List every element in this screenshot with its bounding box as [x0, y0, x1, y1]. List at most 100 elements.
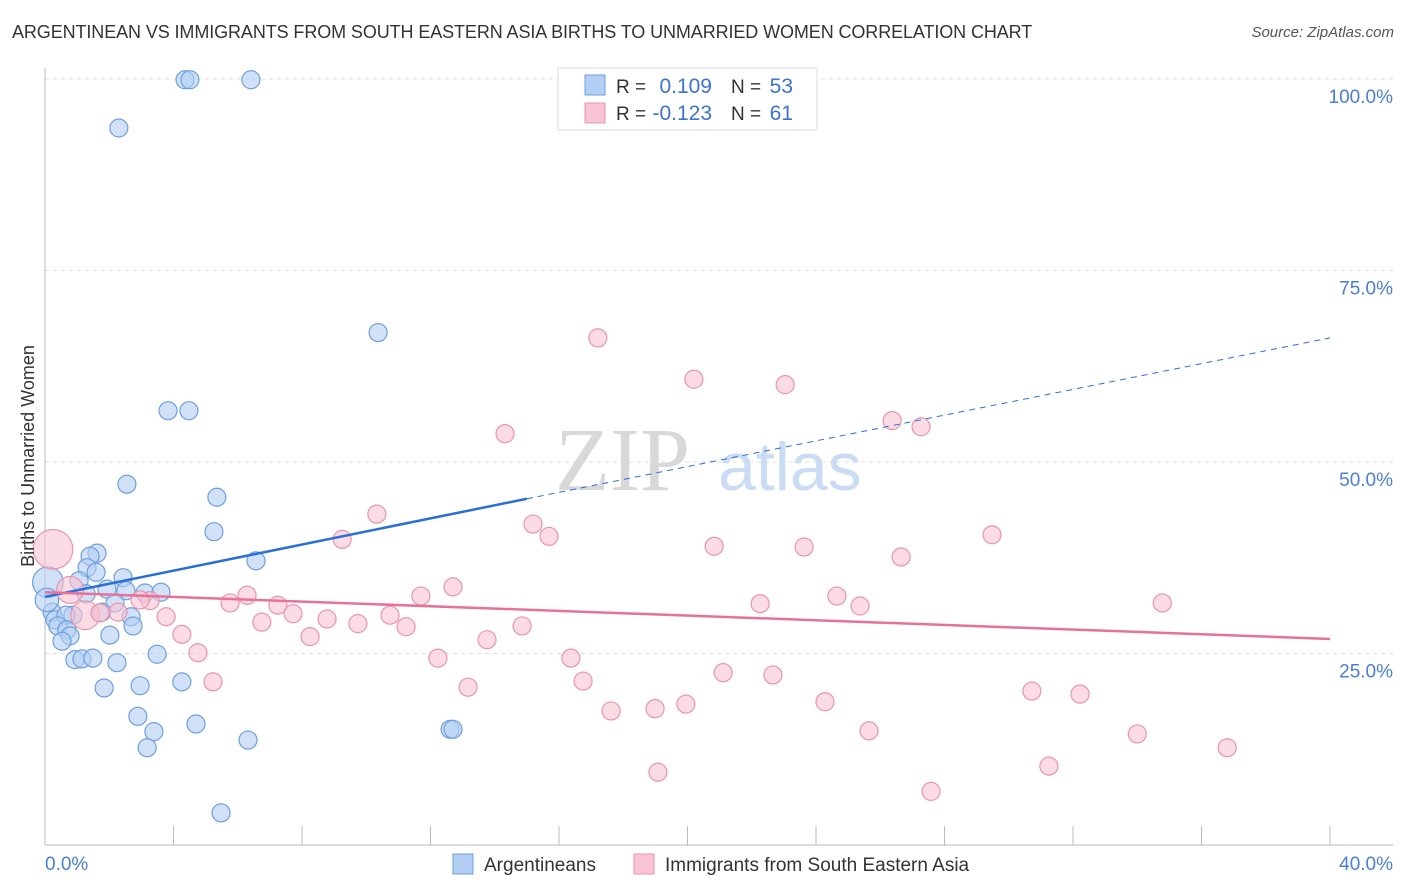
- blue-point: [52, 631, 72, 651]
- x-tick-label: 0.0%: [45, 854, 88, 875]
- pink-point: [156, 607, 176, 627]
- blue-point: [241, 70, 261, 90]
- chart-title: ARGENTINEAN VS IMMIGRANTS FROM SOUTH EAS…: [12, 22, 1033, 42]
- r-value: 0.109: [659, 75, 712, 98]
- pink-point: [130, 590, 150, 610]
- y-axis-label: Births to Unmarried Women: [18, 345, 38, 567]
- pink-point: [411, 586, 431, 606]
- r-label: R =: [616, 77, 646, 98]
- n-label: N =: [731, 104, 761, 125]
- pink-point: [921, 781, 941, 801]
- blue-point: [100, 625, 120, 645]
- pink-point: [573, 671, 593, 691]
- pink-point: [317, 609, 337, 629]
- legend-label-immigrants: Immigrants from South Eastern Asia: [665, 855, 970, 876]
- pink-point: [237, 585, 257, 605]
- legend-swatch-pink: [584, 102, 606, 124]
- blue-point: [83, 648, 103, 668]
- pink-point: [982, 525, 1002, 545]
- blue-trend-line: [526, 337, 1331, 500]
- pink-point: [495, 424, 515, 444]
- pink-point: [380, 605, 400, 625]
- pink-point: [645, 699, 665, 719]
- blue-point: [86, 562, 106, 582]
- blue-point: [158, 401, 178, 421]
- pink-point: [561, 648, 581, 668]
- pink-point: [252, 612, 272, 632]
- pink-trend-line: [44, 590, 1331, 641]
- pink-point: [172, 624, 192, 644]
- pink-point: [815, 692, 835, 712]
- blue-point: [137, 738, 157, 758]
- pink-point: [1217, 738, 1237, 758]
- blue-point: [123, 616, 143, 636]
- pink-point: [32, 528, 74, 570]
- source-label: Source: ZipAtlas.com: [1251, 24, 1394, 41]
- r-value: -0.123: [652, 102, 712, 125]
- y-tick-label: 50.0%: [1339, 470, 1393, 491]
- blue-point: [172, 672, 192, 692]
- pink-point: [220, 593, 240, 613]
- blue-point: [128, 706, 148, 726]
- n-value: 53: [770, 75, 793, 98]
- pink-point: [850, 596, 870, 616]
- pink-point: [332, 529, 352, 549]
- blue-point: [117, 474, 137, 494]
- pink-point: [512, 616, 532, 636]
- pink-point: [601, 701, 621, 721]
- pink-point: [704, 536, 724, 556]
- legend-swatch-argentineans: [452, 853, 474, 875]
- pink-point: [108, 602, 128, 622]
- blue-point: [130, 676, 150, 696]
- n-label: N =: [731, 77, 761, 98]
- pink-point: [1127, 724, 1147, 744]
- pink-point: [367, 504, 387, 524]
- y-tick-label: 75.0%: [1339, 279, 1393, 300]
- pink-point: [348, 614, 368, 634]
- blue-point: [204, 522, 224, 542]
- blue-point: [207, 487, 227, 507]
- watermark-atlas: atlas: [718, 429, 862, 505]
- pink-point: [396, 617, 416, 637]
- pink-point: [676, 694, 696, 714]
- pink-point: [283, 604, 303, 624]
- pink-point: [1039, 756, 1059, 776]
- pink-point: [1070, 684, 1090, 704]
- pink-point: [859, 721, 879, 741]
- pink-point: [523, 514, 543, 534]
- pink-point: [1022, 681, 1042, 701]
- pink-point: [648, 762, 668, 782]
- legend-swatch-blue: [584, 74, 606, 96]
- n-value: 61: [770, 102, 793, 125]
- pink-point: [684, 369, 704, 389]
- pink-point: [539, 526, 559, 546]
- blue-point: [109, 118, 129, 138]
- pink-point: [203, 672, 223, 692]
- blue-point: [147, 644, 167, 664]
- blue-point: [211, 803, 231, 823]
- pink-point: [90, 603, 110, 623]
- pink-point: [750, 594, 770, 614]
- blue-point: [238, 730, 258, 750]
- blue-point: [179, 401, 199, 421]
- pink-point: [458, 677, 478, 697]
- pink-point: [794, 537, 814, 557]
- stats-legend: R = 0.109 N = 53 R = -0.123 N = 61: [557, 67, 818, 131]
- y-tick-label: 100.0%: [1329, 87, 1394, 108]
- blue-point: [443, 719, 463, 739]
- pink-point: [188, 643, 208, 663]
- pink-point: [300, 627, 320, 647]
- blue-point: [94, 678, 114, 698]
- pink-point: [763, 665, 783, 685]
- r-label: R =: [616, 104, 646, 125]
- blue-point: [368, 322, 388, 343]
- pink-point: [443, 577, 463, 597]
- pink-point: [1152, 593, 1172, 613]
- legend-label-argentineans: Argentineans: [484, 855, 596, 876]
- blue-trend-line: [44, 497, 528, 599]
- pink-point: [911, 417, 931, 437]
- x-tick-label: 40.0%: [1339, 854, 1393, 875]
- blue-point: [180, 70, 200, 90]
- blue-point: [186, 714, 206, 734]
